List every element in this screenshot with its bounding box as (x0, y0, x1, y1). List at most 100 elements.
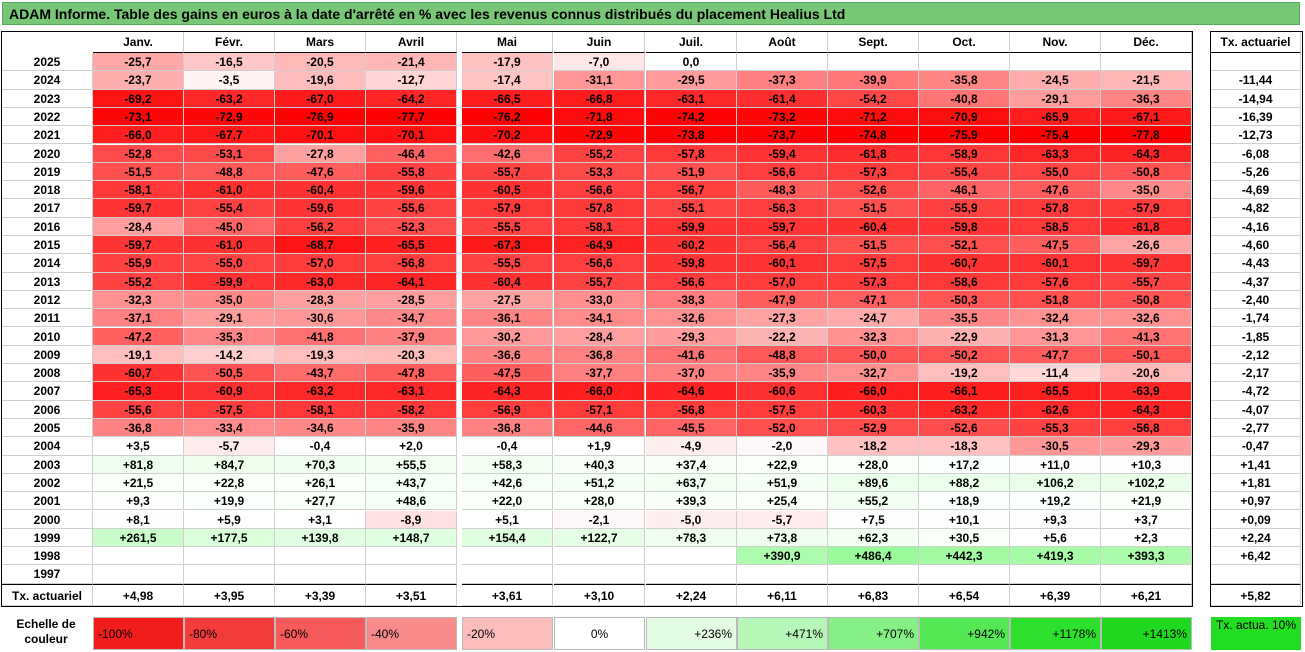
heatmap-cell: +390,9 (737, 547, 828, 566)
heatmap-cell: +48,6 (366, 492, 457, 511)
heatmap-cell: +261,5 (93, 528, 184, 548)
annual-rate-cell: -11,44 (1211, 71, 1301, 90)
heatmap-cell: +19,9 (184, 492, 275, 511)
heatmap-cell: -68,7 (275, 236, 366, 255)
heatmap-cell: -66,0 (93, 126, 184, 145)
month-header: Mars (275, 32, 366, 53)
heatmap-cell: -7,0 (554, 53, 645, 72)
heatmap-cell: -55,5 (462, 254, 553, 273)
annual-rate-cell: -12,73 (1211, 126, 1301, 145)
row-year-label: 2008 (2, 364, 93, 383)
heatmap-cell: -3,5 (184, 71, 275, 90)
heatmap-cell: +51,2 (554, 473, 645, 493)
heatmap-cell: -59,9 (646, 217, 737, 236)
month-header: Févr. (184, 32, 275, 53)
heatmap-cell: -20,3 (366, 345, 457, 365)
heatmap-cell: -30,6 (275, 309, 366, 328)
heatmap-cell: -55,3 (1010, 419, 1101, 438)
heatmap-cell: -4,9 (646, 437, 737, 456)
heatmap-cell: -70,9 (919, 107, 1010, 127)
heatmap-cell: -60,9 (184, 382, 275, 401)
heatmap-cell (275, 565, 366, 584)
heatmap-cell: -55,8 (366, 162, 457, 182)
heatmap-cell: +26,1 (275, 473, 366, 493)
footer-rate-cell: +6,39 (1010, 583, 1101, 606)
heatmap-cell: +28,0 (828, 455, 919, 474)
heatmap-cell: -72,9 (554, 126, 645, 145)
heatmap-cell: -57,5 (737, 400, 828, 419)
heatmap-cell: -29,5 (646, 71, 737, 90)
heatmap-cell: -74,2 (646, 107, 737, 127)
legend-swatch: +1413% (1101, 617, 1192, 650)
heatmap-cell: -60,3 (828, 400, 919, 419)
footer-rate-cell: +2,24 (646, 583, 737, 606)
heatmap-cell: +27,7 (275, 492, 366, 511)
heatmap-cell: 0,0 (646, 53, 737, 72)
heatmap-cell: +5,6 (1010, 528, 1101, 548)
heatmap-cell: -66,5 (462, 89, 553, 108)
heatmap-cell: -47,9 (737, 290, 828, 310)
footer-rate-cell: +3,39 (275, 583, 366, 606)
heatmap-cell: -19,6 (275, 71, 366, 90)
heatmap-cell: +3,7 (1101, 510, 1192, 529)
heatmap-cell: -12,7 (366, 71, 457, 90)
heatmap-cell: +22,0 (462, 492, 553, 511)
heatmap-cell: -60,4 (275, 181, 366, 200)
heatmap-cell: -70,1 (275, 126, 366, 145)
heatmap-cell: -55,4 (184, 199, 275, 218)
heatmap-cell: -22,2 (737, 327, 828, 346)
heatmap-cell: -50,3 (919, 290, 1010, 310)
heatmap-cell: -32,3 (828, 327, 919, 346)
heatmap-cell: -50,1 (1101, 345, 1192, 365)
heatmap-cell (737, 53, 828, 72)
heatmap-cell: -59,8 (646, 254, 737, 273)
heatmap-cell: -61,0 (184, 181, 275, 200)
heatmap-cell: -73,2 (737, 107, 828, 127)
heatmap-cell: -37,7 (554, 364, 645, 383)
heatmap-cell: -54,2 (828, 89, 919, 108)
heatmap-cell: -60,7 (919, 254, 1010, 273)
heatmap-cell: -60,4 (462, 272, 553, 291)
heatmap-cell: +51,9 (737, 473, 828, 493)
chart-title: ADAM Informe. Table des gains en euros à… (9, 6, 846, 22)
heatmap-cell: -18,3 (919, 437, 1010, 456)
legend-swatch: +236% (646, 617, 737, 650)
heatmap-cell: -56,3 (737, 199, 828, 218)
heatmap-cell: +8,1 (93, 510, 184, 529)
heatmap-cell: -60,1 (737, 254, 828, 273)
heatmap-cell: -27,3 (737, 309, 828, 328)
heatmap-cell: -51,5 (828, 199, 919, 218)
heatmap-cell: -62,6 (1010, 400, 1101, 419)
heatmap-cell: -46,4 (366, 144, 457, 163)
annual-rate-cell: +0,97 (1211, 492, 1301, 511)
legend-swatch: +1178% (1010, 617, 1101, 650)
heatmap-cell: -61,4 (737, 89, 828, 108)
heatmap-cell: -55,4 (919, 162, 1010, 182)
heatmap-cell: -47,7 (1010, 345, 1101, 365)
annual-rate-cell: -4,07 (1211, 400, 1301, 419)
heatmap-cell: +70,3 (275, 455, 366, 474)
heatmap-cell: -34,1 (554, 309, 645, 328)
row-year-label: 2007 (2, 382, 93, 401)
annual-rate-cell: -16,39 (1211, 107, 1301, 127)
heatmap-cell: -31,1 (554, 71, 645, 90)
heatmap-cell (554, 547, 645, 566)
heatmap-cell: -63,2 (184, 89, 275, 108)
heatmap-cell: -67,7 (184, 126, 275, 145)
heatmap-cell: -56,2 (275, 217, 366, 236)
heatmap-cell: -50,8 (1101, 290, 1192, 310)
heatmap-cell: -65,9 (1010, 107, 1101, 127)
heatmap-cell: -64,1 (366, 272, 457, 291)
row-year-label: 2024 (2, 71, 93, 90)
heatmap-cell: -48,8 (184, 162, 275, 182)
heatmap-cell: +18,9 (919, 492, 1010, 511)
annual-rate-cell: -4,60 (1211, 236, 1301, 255)
legend-swatch: -20% (462, 617, 553, 650)
footer-rate-cell: +6,21 (1101, 583, 1192, 606)
heatmap-cell: -56,9 (462, 400, 553, 419)
heatmap-cell: -39,9 (828, 71, 919, 90)
heatmap-cell: -53,3 (554, 162, 645, 182)
heatmap-cell: -73,1 (93, 107, 184, 127)
heatmap-cell: -30,2 (462, 327, 553, 346)
footer-rate-cell: +4,98 (93, 583, 184, 606)
